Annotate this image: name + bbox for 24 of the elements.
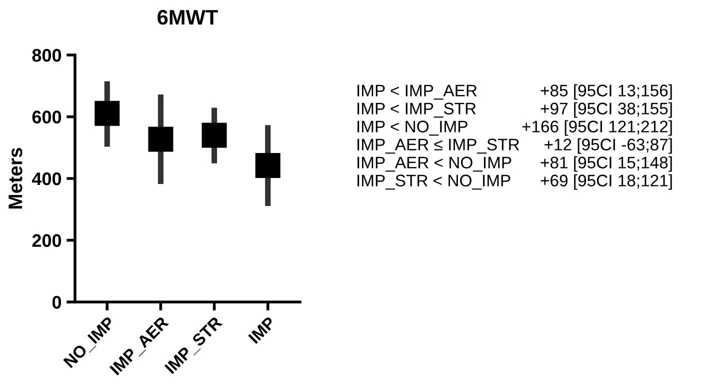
y-axis-title: Meters xyxy=(8,148,22,209)
y-tick-label: 800 xyxy=(32,48,62,62)
text: +81 [95CI 15;148] xyxy=(540,156,672,172)
y-tick-label: 400 xyxy=(32,172,62,186)
y-tick-label: 0 xyxy=(52,296,62,309)
y-tick-label: 600 xyxy=(32,110,62,124)
text: IMP_AER ≤ IMP_STR xyxy=(358,138,520,154)
text: +97 [95CI 38;155] xyxy=(540,102,672,118)
point xyxy=(255,153,280,178)
y-tick-label: 200 xyxy=(32,234,62,247)
point xyxy=(202,122,227,148)
text: +69 [95CI 18;121] xyxy=(540,174,672,190)
text: +85 [95CI 13;156] xyxy=(540,84,672,100)
text: +166 [95CI 121;212] xyxy=(522,120,672,136)
text: IMP_AER < NO_IMP xyxy=(358,156,512,172)
chart-title: 6MWT xyxy=(158,10,218,25)
point xyxy=(148,126,174,152)
text: IMP_STR < NO_IMP xyxy=(358,174,510,190)
text: IMP < IMP_AER xyxy=(358,84,477,100)
text: +12 [95CI -63;87] xyxy=(544,138,672,154)
text: IMP < IMP_STR xyxy=(358,102,476,118)
x-tick-label: IMP xyxy=(248,316,276,344)
text: IMP < NO_IMP xyxy=(358,120,468,136)
point xyxy=(94,100,120,126)
